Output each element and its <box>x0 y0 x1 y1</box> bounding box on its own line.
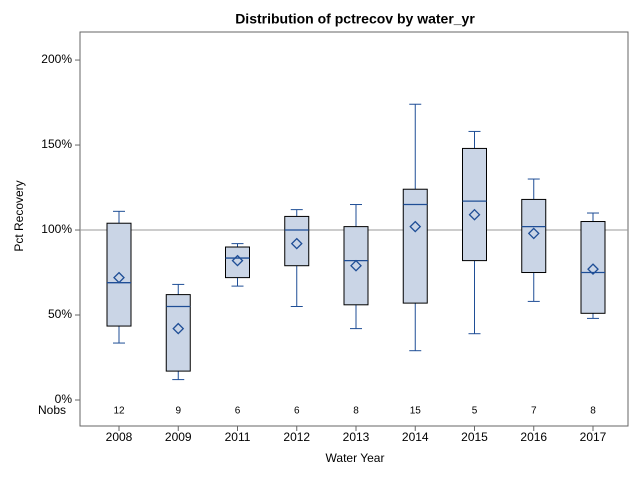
nobs-value: 5 <box>472 406 478 417</box>
mean-marker <box>587 263 599 276</box>
box <box>402 188 428 304</box>
nobs-value: 7 <box>531 406 537 417</box>
y-axis-label: Pct Recovery <box>12 180 26 251</box>
nobs-value: 8 <box>353 406 359 417</box>
x-tick-label: 2009 <box>165 430 192 444</box>
y-tick-label: 100% <box>41 222 72 236</box>
mean-marker <box>350 259 362 272</box>
mean-marker <box>409 220 422 233</box>
mean-marker <box>527 227 540 240</box>
x-tick-label: 2015 <box>461 430 488 444</box>
x-tick-label: 2013 <box>343 430 370 444</box>
nobs-value: 12 <box>113 406 125 417</box>
x-tick-label: 2014 <box>402 430 429 444</box>
x-tick-label: 2016 <box>520 430 547 444</box>
nobs-value: 6 <box>294 406 300 417</box>
mean-marker <box>172 322 185 335</box>
nobs-value: 8 <box>590 406 596 417</box>
box <box>521 198 547 274</box>
x-tick-label: 2017 <box>580 430 607 444</box>
nobs-value: 15 <box>410 406 422 417</box>
box <box>462 147 487 262</box>
mean-marker <box>290 237 303 250</box>
x-tick-label: 2008 <box>106 430 133 444</box>
nobs-label: Nobs <box>38 403 66 417</box>
nobs-value: 9 <box>175 406 181 417</box>
plot-frame <box>79 31 629 427</box>
y-tick-label: 50% <box>48 307 72 321</box>
nobs-value: 6 <box>235 406 241 417</box>
mean-marker <box>468 208 481 221</box>
x-axis-label: Water Year <box>326 451 385 465</box>
box <box>580 221 606 314</box>
mean-marker <box>231 254 244 267</box>
x-tick-label: 2011 <box>225 430 251 444</box>
x-tick-label: 2012 <box>283 430 310 444</box>
chart-title: Distribution of pctrecov by water_yr <box>235 11 475 27</box>
box <box>106 222 132 327</box>
box <box>284 215 310 267</box>
box <box>225 246 250 279</box>
y-tick-label: 0% <box>55 392 73 406</box>
mean-marker <box>113 271 125 284</box>
box <box>343 226 369 306</box>
y-tick-label: 200% <box>41 52 72 66</box>
y-tick-label: 150% <box>41 137 72 151</box>
